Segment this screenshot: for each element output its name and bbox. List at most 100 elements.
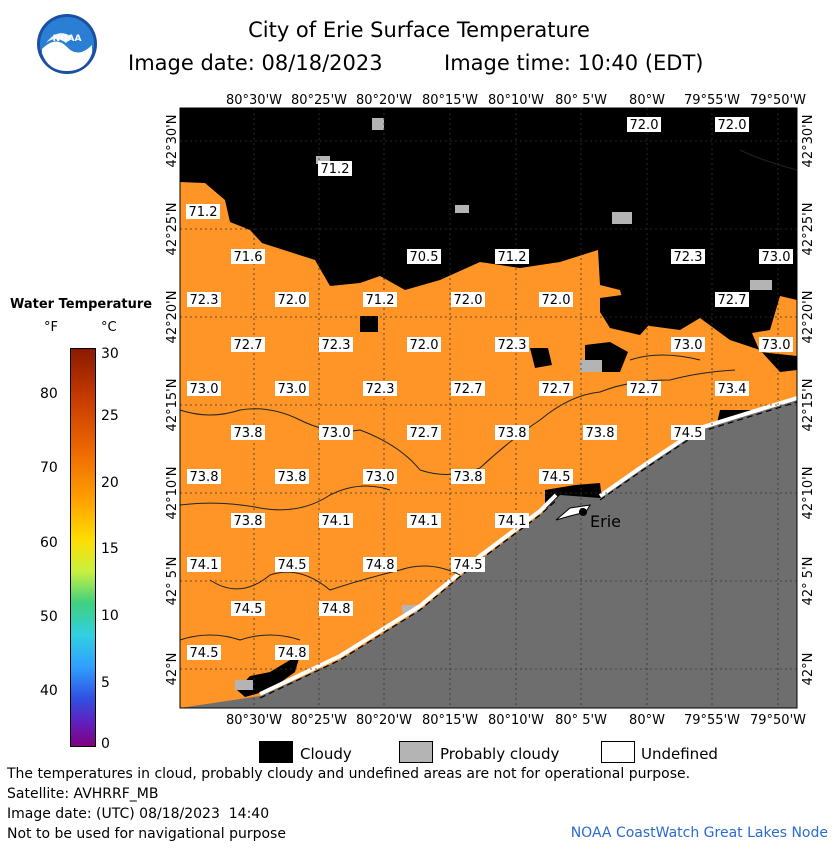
temp-label: 73.8: [278, 470, 307, 485]
lat-label: 42°25'N: [801, 203, 816, 256]
c-tick: 30: [101, 346, 119, 362]
temp-label-bg: [495, 249, 529, 264]
temp-label-bg: [363, 557, 397, 572]
temp-label-bg: [407, 337, 441, 352]
temp-label-bg: [363, 292, 397, 307]
temp-label: 71.2: [498, 250, 527, 265]
navigation-note: Not to be used for navigational purpose: [7, 826, 286, 842]
lat-label: 42°30'N: [165, 115, 180, 168]
temp-label-bg: [231, 601, 265, 616]
temp-label: 72.7: [234, 338, 263, 353]
temp-label-bg: [231, 513, 265, 528]
temp-label-bg: [275, 645, 309, 660]
temp-label-bg: [407, 425, 441, 440]
temp-label: 72.7: [410, 426, 439, 441]
temp-label-bg: [319, 513, 353, 528]
temp-label: 74.8: [322, 602, 351, 617]
lon-label: 79°50'W: [750, 93, 806, 108]
temp-label: 74.5: [278, 558, 307, 573]
temp-label-bg: [715, 117, 749, 132]
temp-label-bg: [451, 381, 485, 396]
temp-label: 73.4: [718, 382, 747, 397]
c-tick: 25: [101, 408, 119, 424]
temp-label: 73.8: [498, 426, 527, 441]
temp-label: 72.0: [630, 118, 659, 133]
lat-label: 42° 5'N: [165, 557, 180, 606]
lon-label: 80° 5'W: [555, 713, 607, 728]
lon-label: 80°15'W: [422, 93, 478, 108]
lat-label: 42°N: [165, 653, 180, 686]
temp-label: 73.0: [190, 382, 219, 397]
legend-heading: Water Temperature: [10, 297, 153, 312]
lat-label: 42°15'N: [801, 379, 816, 432]
c-tick: 20: [101, 475, 119, 491]
lat-label: 42°10'N: [165, 467, 180, 520]
temp-label: 74.5: [234, 602, 263, 617]
shoreline-undefined: [598, 396, 798, 498]
temperature-colorbar: [70, 348, 96, 747]
lon-label: 80°10'W: [488, 93, 544, 108]
temp-label-bg: [451, 292, 485, 307]
map-title: City of Erie Surface Temperature: [248, 18, 590, 42]
temp-label-bg: [715, 381, 749, 396]
lon-label: 80°W: [629, 93, 665, 108]
probably-cloudy-swatch: [399, 741, 433, 763]
lon-label: 80°W: [629, 713, 665, 728]
temp-label: 74.5: [190, 646, 219, 661]
temp-label-bg: [407, 513, 441, 528]
lon-label: 79°55'W: [684, 713, 740, 728]
lat-label: 42°20'N: [165, 291, 180, 344]
lon-label: 80°15'W: [422, 713, 478, 728]
credit-note: NOAA CoastWatch Great Lakes Node: [570, 825, 828, 841]
temp-label: 73.0: [762, 338, 791, 353]
lat-label: 42°15'N: [165, 379, 180, 432]
temp-label: 74.8: [366, 558, 395, 573]
lon-label: 79°55'W: [684, 93, 740, 108]
lon-label: 80°30'W: [226, 93, 282, 108]
temp-label: 73.0: [762, 250, 791, 265]
temp-label-bg: [627, 117, 661, 132]
svg-text:NOAA: NOAA: [53, 34, 82, 44]
temp-label-bg: [715, 292, 749, 307]
temp-label: 72.7: [542, 382, 571, 397]
c-tick: 5: [101, 675, 110, 691]
lon-label: 80°25'W: [291, 93, 347, 108]
temp-label-bg: [319, 337, 353, 352]
temp-label-bg: [187, 557, 221, 572]
map-frame: [179, 107, 798, 709]
temp-label-bg: [187, 381, 221, 396]
temp-label-bg: [363, 469, 397, 484]
temp-label: 73.8: [586, 426, 615, 441]
c-tick: 10: [101, 608, 119, 624]
lon-labels-top: 80°30'W 80°25'W 80°20'W 80°15'W 80°10'W 80° 5…: [226, 93, 806, 108]
temp-label-bg: [759, 337, 793, 352]
utc-date-note: Image date: (UTC) 08/18/2023 14:40: [7, 806, 270, 822]
temp-label-bg: [539, 381, 573, 396]
temp-label: 72.7: [718, 293, 747, 308]
lon-label: 80°20'W: [356, 93, 412, 108]
unit-fahrenheit: °F: [44, 320, 58, 335]
temp-label: 72.7: [454, 382, 483, 397]
lat-label: 42°10'N: [801, 467, 816, 520]
temp-label: 73.8: [234, 514, 263, 529]
temp-label-bg: [407, 249, 441, 264]
image-time: Image time: 10:40 (EDT): [444, 51, 704, 75]
f-tick: 60: [40, 535, 58, 551]
temp-label: 72.3: [322, 338, 351, 353]
temp-label: 71.2: [366, 293, 395, 308]
temp-label: 72.0: [718, 118, 747, 133]
temp-label: 70.5: [410, 250, 439, 265]
lat-labels-right: 42°30'N 42°25'N 42°20'N 42°15'N 42°10'N 42° 5…: [801, 115, 816, 686]
temp-label: 72.0: [278, 293, 307, 308]
temp-label: 74.5: [454, 558, 483, 573]
temp-label-bg: [671, 425, 705, 440]
temp-label-bg: [319, 601, 353, 616]
lat-label: 42°20'N: [801, 291, 816, 344]
temp-label-bg: [275, 557, 309, 572]
c-tick: 15: [101, 541, 119, 557]
lat-label: 42°N: [801, 653, 816, 686]
disclaimer-note: The temperatures in cloud, probably clou…: [7, 766, 691, 782]
temp-label-bg: [759, 249, 793, 264]
f-tick: 40: [40, 683, 58, 699]
